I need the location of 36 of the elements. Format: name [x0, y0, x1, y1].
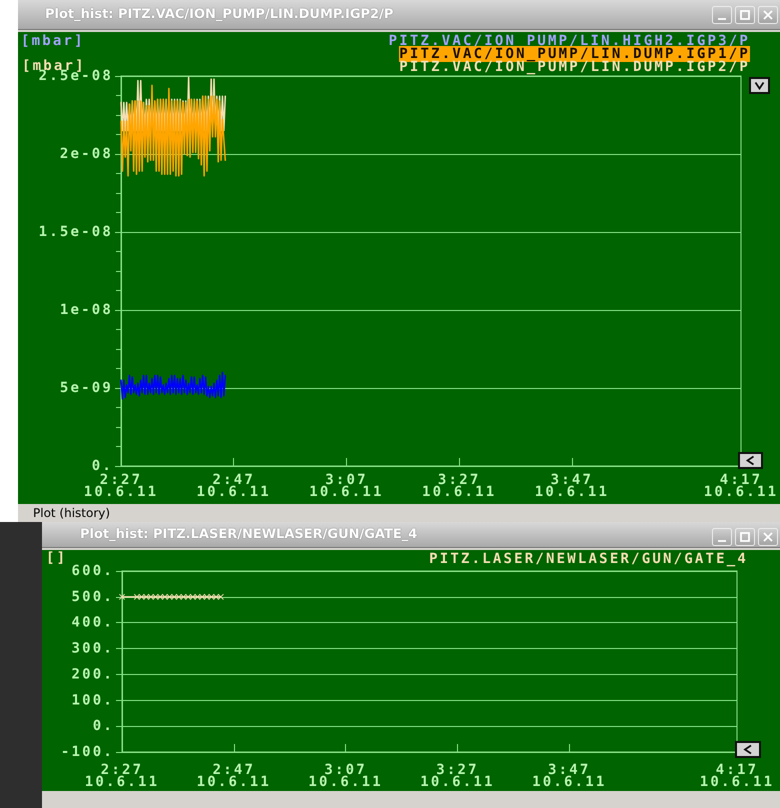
y-tick-label: 600. [71, 563, 114, 579]
y-tick-label: 0. [92, 458, 113, 474]
chart-title: Plot_hist: PITZ.VAC/ION_PUMP/LIN.DUMP.IGP2/P [45, 6, 394, 24]
x-tick-label: 3:27 10.6.11 [420, 762, 495, 790]
y-tick-label: 200. [71, 666, 114, 682]
x-tick-label: 2:47 10.6.11 [196, 762, 272, 790]
x-tick-label: 3:07 10.6.11 [308, 762, 383, 790]
x-tick-label: 3:47 10.6.11 [534, 472, 610, 500]
x-tick-label: 4:17 10.6.11 [700, 762, 774, 790]
y-tick-label: 300. [71, 640, 114, 657]
y-tick-label: -100. [60, 744, 114, 760]
y-tick-label: 1.5e-08 [38, 224, 113, 240]
line-series [120, 372, 226, 400]
legend-label: PITZ.LASER/NEWLASER/GUN/GATE_4 [429, 551, 748, 567]
text: [mbar] [21, 33, 85, 49]
y-axis-title: [] [46, 550, 68, 566]
text: PITZ.VAC/ION_PUMP/LIN.DUMP.IGP1/P [399, 46, 750, 62]
line-series [120, 84, 226, 177]
x-tick-label: 2:47 10.6.11 [196, 472, 271, 500]
y-tick-label: 1e-08 [60, 302, 113, 318]
y-tick-label: 500. [71, 588, 114, 605]
text: PITZ.VAC/ION_PUMP/LIN.DUMP.IGP2/P [399, 59, 750, 75]
y-tick-label: 5e-09 [60, 380, 113, 396]
x-tick-label: 3:07 10.6.11 [309, 472, 384, 500]
x-tick-label: 2:27 10.6.11 [84, 762, 160, 790]
chart-title: Plot_hist: PITZ.LASER/NEWLASER/GUN/GATE_4 [80, 526, 418, 544]
x-tick-label: 2:27 10.6.11 [84, 472, 158, 500]
y-tick-label: 100. [71, 692, 114, 708]
y-tick-label: 400. [71, 614, 114, 631]
text: Plot (history) [33, 505, 110, 521]
x-tick-label: 4:17 10.6.11 [704, 472, 778, 500]
y-tick-label: 2e-08 [60, 146, 113, 162]
x-tick-label: 3:47 10.6.11 [532, 762, 606, 790]
y-tick-label: 0. [92, 718, 114, 734]
x-tick-label: 3:27 10.6.11 [422, 472, 496, 500]
legend-label: PITZ.VAC/ION_PUMP/LIN.HIGH2.IGP3/P [388, 33, 750, 49]
